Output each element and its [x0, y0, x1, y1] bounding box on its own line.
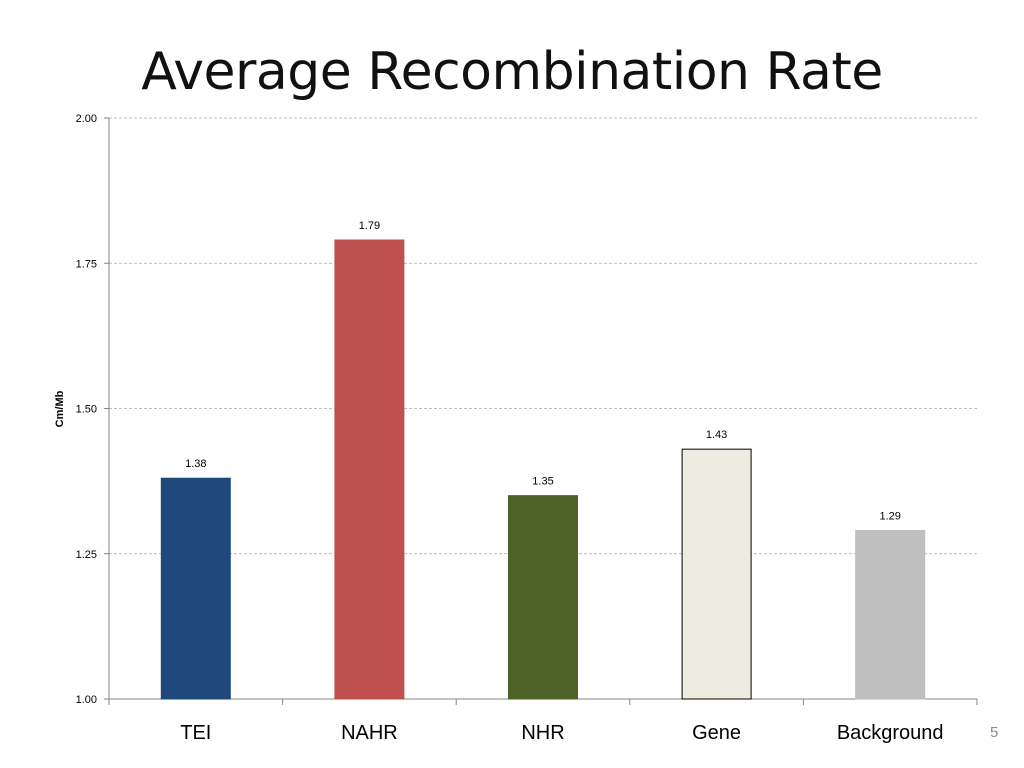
category-label: NAHR [341, 722, 398, 744]
y-tick-label: 1.25 [76, 549, 97, 561]
value-label: 1.79 [359, 220, 380, 232]
bar-nahr [334, 239, 405, 700]
y-tick-label: 1.50 [76, 404, 97, 416]
bars [160, 239, 926, 700]
bar-gene [681, 448, 752, 700]
value-label: 1.38 [185, 458, 206, 470]
gridlines [109, 117, 977, 555]
slide-title: Average Recombination Rate [141, 42, 883, 102]
bar-nhr [508, 495, 578, 700]
y-tick-label: 1.00 [76, 694, 97, 706]
value-label: 1.43 [706, 429, 727, 441]
y-tick-label: 2.00 [76, 113, 97, 125]
value-label: 1.29 [879, 511, 900, 523]
labels: 1.00 1.25 1.50 1.75 2.00 1.38 TEI 1.79 NAHR 1.35 N… [76, 113, 944, 744]
value-label: 1.35 [532, 476, 553, 488]
y-tick-label: 1.75 [76, 258, 97, 270]
bar-tei [160, 477, 231, 700]
category-label: NHR [521, 722, 564, 744]
bar-background [855, 530, 926, 700]
y-axis-title: Cm/Mb [54, 390, 66, 427]
category-label: Gene [692, 722, 741, 744]
page-number: 5 [990, 724, 999, 741]
category-label: Background [837, 722, 944, 744]
category-label: TEI [180, 722, 211, 744]
